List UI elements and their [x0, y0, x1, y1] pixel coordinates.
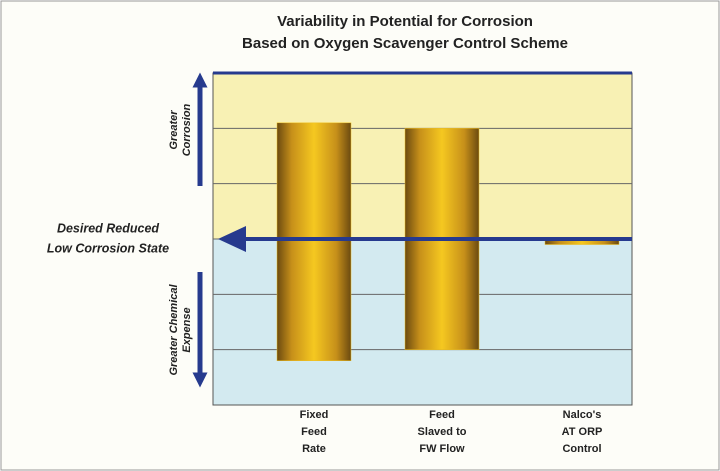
x-tick-label: Feed	[429, 409, 455, 421]
x-tick-label: AT ORP	[562, 426, 603, 438]
side-label: Expense	[181, 307, 193, 352]
x-tick-label: Rate	[302, 443, 326, 455]
x-tick-label: Slaved to	[418, 426, 467, 438]
x-tick-label: Control	[562, 443, 601, 455]
chart-title: Based on Oxygen Scavenger Control Scheme	[242, 35, 568, 52]
x-tick-label: Feed	[301, 426, 327, 438]
baseline-label: Desired Reduced	[57, 221, 159, 235]
baseline-label: Low Corrosion State	[47, 241, 169, 255]
bar	[276, 122, 352, 361]
side-label: Greater Chemical	[168, 284, 180, 376]
chart-title: Variability in Potential for Corrosion	[277, 13, 533, 30]
side-label: Greater	[168, 110, 180, 150]
side-label: Corrosion	[181, 103, 193, 156]
x-tick-label: Nalco's	[563, 409, 602, 421]
x-tick-label: FW Flow	[419, 443, 465, 455]
baseline-arrowhead	[218, 226, 246, 252]
x-tick-label: Fixed	[300, 409, 329, 421]
